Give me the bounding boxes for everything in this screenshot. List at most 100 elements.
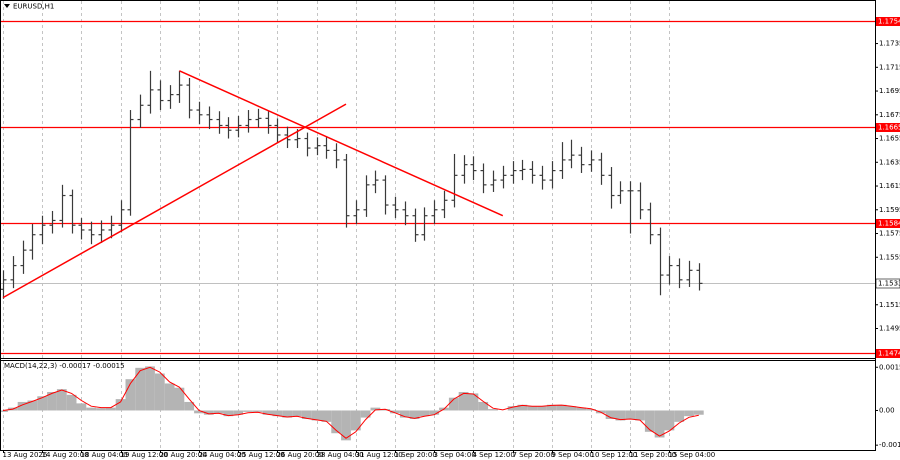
x-tick-label: 31 Aug 12:00 xyxy=(356,451,403,459)
y-tick-label: 1.1655 xyxy=(879,135,900,143)
macd-histogram-bar xyxy=(419,410,430,417)
chart-title: EURUSD,H1 xyxy=(13,3,54,11)
macd-histogram-bar xyxy=(429,410,440,415)
macd-histogram-bar xyxy=(684,410,694,417)
last-price-label: 1.1533 xyxy=(878,280,900,288)
level-label-box xyxy=(876,123,900,132)
x-tick-label: 11 Sep 20:00 xyxy=(630,451,677,459)
trendline xyxy=(179,70,504,217)
macd-histogram-bar xyxy=(370,407,381,411)
level-label: 1.1754 xyxy=(878,18,900,26)
macd-histogram-bar xyxy=(115,399,126,411)
macd-histogram-bar xyxy=(321,410,332,422)
macd-histogram-bar xyxy=(27,400,38,411)
x-tick-label: 26 Aug 20:00 xyxy=(277,451,324,459)
y-tick-label: 1.1635 xyxy=(879,158,900,166)
macd-histogram-bar xyxy=(517,404,528,411)
macd-histogram-bar xyxy=(174,387,185,411)
macd-histogram-bar xyxy=(488,409,498,411)
macd-histogram-bar xyxy=(66,394,77,411)
macd-histogram-bar xyxy=(360,410,371,418)
macd-histogram-bar xyxy=(252,410,263,412)
x-tick-label: 3 Sep 04:00 xyxy=(434,451,476,459)
macd-histogram-bar xyxy=(448,397,459,411)
macd-histogram-bar xyxy=(301,410,312,420)
macd-histogram-bar xyxy=(674,410,685,422)
macd-histogram-bar xyxy=(311,410,322,421)
macd-histogram-bar xyxy=(164,383,175,411)
x-tick-label: 15 Sep 04:00 xyxy=(669,451,716,459)
macd-histogram-bar xyxy=(556,404,567,411)
macd-histogram-bar xyxy=(331,410,342,434)
y-tick-label: 1.1595 xyxy=(879,206,900,214)
macd-histogram-bar xyxy=(17,401,28,411)
macd-histogram-bar xyxy=(194,410,204,414)
macd-histogram-bar xyxy=(154,373,165,411)
macd-histogram-bar xyxy=(233,410,244,415)
macd-histogram-bar xyxy=(537,406,547,411)
level-label: 1.1584 xyxy=(878,220,900,228)
y-tick-label: 1.1495 xyxy=(879,325,900,333)
macd-histogram-bar xyxy=(399,410,410,418)
macd-histogram-bar xyxy=(56,389,67,411)
macd-histogram-bar xyxy=(507,406,518,411)
macd-histogram-bar xyxy=(664,410,675,431)
macd-histogram-bar xyxy=(145,366,155,411)
y-tick-label: 1.1555 xyxy=(879,253,900,261)
last-price-box xyxy=(875,278,900,289)
level-label: 1.1474 xyxy=(878,350,900,358)
y-tick-label: 1.1715 xyxy=(879,63,900,71)
symbol-menu-icon[interactable] xyxy=(4,4,10,8)
x-tick-label: 20 Aug 20:00 xyxy=(160,451,207,459)
macd-histogram-bar xyxy=(184,401,195,411)
x-tick-label: 28 Aug 04:00 xyxy=(317,451,364,459)
macd-histogram-bar xyxy=(203,410,214,415)
macd-histogram-bar xyxy=(458,391,469,411)
y-tick-label: 1.1515 xyxy=(879,301,900,309)
macd-histogram-bar xyxy=(654,410,665,438)
x-tick-label: 24 Aug 04:00 xyxy=(199,451,246,459)
level-label-box xyxy=(876,349,900,358)
macd-histogram-bar xyxy=(586,409,596,411)
macd-y-tick-label: -0.00122 xyxy=(879,441,900,449)
macd-histogram-bar xyxy=(566,406,577,411)
macd-histogram-bar xyxy=(213,410,224,414)
macd-histogram-bar xyxy=(350,410,361,431)
x-tick-label: 18 Aug 04:00 xyxy=(81,451,128,459)
macd-histogram-bar xyxy=(527,406,538,411)
macd-histogram-bar xyxy=(644,410,655,432)
macd-histogram-bar xyxy=(605,410,616,420)
macd-histogram-bar xyxy=(262,410,273,415)
x-tick-label: 9 Sep 04:00 xyxy=(552,451,594,459)
macd-histogram-bar xyxy=(468,393,479,411)
macd-histogram-bar xyxy=(341,410,351,441)
grid-layer xyxy=(0,1,875,450)
y-tick-label: 1.1575 xyxy=(879,230,900,238)
y-tick-label: 1.1675 xyxy=(879,111,900,119)
macd-histogram-bar xyxy=(390,410,400,414)
macd-label: MACD(14,22,3) -0.00017 -0.00015 xyxy=(4,362,125,370)
level-label: 1.1665 xyxy=(878,124,900,132)
macd-histogram-bar xyxy=(105,407,116,411)
macd-histogram-bar xyxy=(282,410,293,418)
macd-signal-line xyxy=(2,366,699,439)
macd-histogram-bar xyxy=(37,396,48,411)
plot-layer xyxy=(0,20,875,441)
x-tick-label: 1 Sep 20:00 xyxy=(395,451,437,459)
x-tick-label: 10 Sep 12:00 xyxy=(591,451,638,459)
macd-histogram-bar xyxy=(272,410,283,417)
macd-histogram-bar xyxy=(635,410,645,421)
y-tick-label: 1.1695 xyxy=(879,87,900,95)
level-label-box xyxy=(876,17,900,26)
macd-histogram-bar xyxy=(478,401,489,411)
frame xyxy=(0,0,876,451)
macd-histogram-bar xyxy=(615,410,626,421)
x-tick-label: 19 Aug 12:00 xyxy=(121,451,168,459)
x-tick-label: 7 Sep 20:00 xyxy=(513,451,555,459)
level-label-box xyxy=(876,219,900,228)
x-tick-label: 14 Aug 20:00 xyxy=(42,451,89,459)
y-tick-label: 1.1615 xyxy=(879,182,900,190)
macd-histogram-bar xyxy=(409,410,420,420)
macd-histogram-bar xyxy=(546,404,557,411)
